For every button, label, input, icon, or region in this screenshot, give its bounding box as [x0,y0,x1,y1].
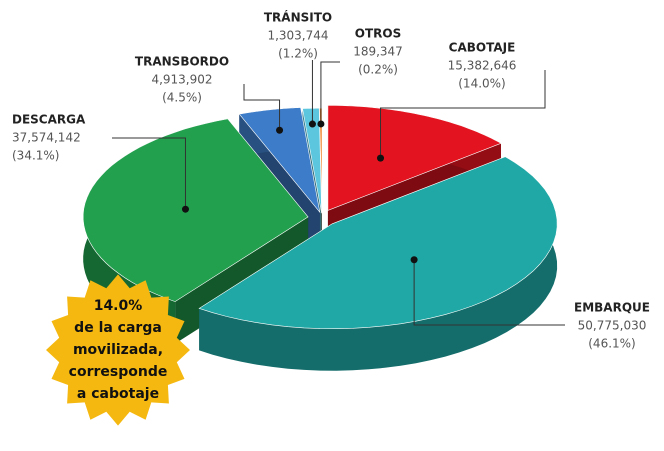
value-label: 1,303,744 [267,29,328,43]
percent-label: (0.2%) [358,63,398,77]
leader-dot [276,126,284,134]
category-label: EMBARQUE [574,301,650,315]
leader-line [413,259,565,326]
badge-text: movilizada, [73,342,163,358]
badge-text: 14.0% [94,298,143,314]
badge-text: de la carga [74,320,162,336]
percent-label: (4.5%) [162,91,202,105]
slice [327,105,502,211]
badge-text: corresponde [69,364,168,380]
leader-dot [410,256,418,264]
percent-label: (14.0%) [458,77,505,91]
value-label: 50,775,030 [578,319,647,333]
category-label: DESCARGA [12,113,86,127]
value-label: 37,574,142 [12,131,81,145]
slice [82,118,309,302]
category-label: CABOTAJE [449,41,516,55]
leader-dot [377,154,385,162]
leader-line [112,137,186,210]
value-label: 4,913,902 [151,73,212,87]
percent-label: (46.1%) [588,337,635,351]
value-label: 15,382,646 [448,59,517,73]
slice-side [199,156,558,371]
slice [238,107,321,214]
badge-text: a cabotaje [77,386,159,402]
slice [198,156,558,330]
leader-line [243,84,281,131]
percent-label: (34.1%) [12,149,59,163]
category-label: TRÁNSITO [264,10,332,25]
leader-dot [317,120,325,128]
leader-dot [308,120,316,128]
slice [302,107,322,214]
leader-dot [181,205,189,213]
leader-line [380,70,546,159]
percent-label: (1.2%) [278,47,318,61]
value-label: 189,347 [353,45,403,59]
leader-line [320,61,340,124]
category-label: TRANSBORDO [135,55,229,69]
badge [46,274,190,426]
category-label: OTROS [355,27,401,41]
